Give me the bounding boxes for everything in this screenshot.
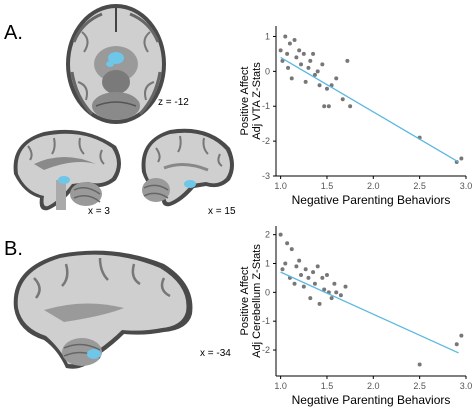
data-point (454, 342, 459, 347)
data-point (312, 281, 317, 286)
data-point (306, 65, 311, 70)
data-point (301, 284, 306, 289)
data-point (286, 65, 291, 70)
data-point (340, 97, 345, 102)
data-point (459, 156, 464, 161)
data-point (322, 104, 327, 109)
x-tick-label: 2.5 (413, 181, 426, 191)
data-point (324, 86, 329, 91)
sagittal-x15-label: x = 15 (208, 206, 236, 217)
y-axis-label-line2: Adj Cerebellum Z-Stats (251, 244, 263, 358)
y-tick-label: -3 (262, 171, 270, 181)
x-tick-label: 2.0 (367, 181, 380, 191)
data-point (348, 104, 353, 109)
sagittal-brain-slice-x3 (13, 129, 121, 211)
data-point (303, 267, 308, 272)
data-point (334, 76, 339, 81)
data-point (285, 51, 290, 56)
sagittal-x3-label: x = 3 (88, 206, 110, 217)
data-point (320, 62, 325, 67)
data-point (297, 258, 302, 263)
vta-activation-blob (108, 52, 124, 64)
data-point (285, 241, 290, 246)
x-axis-label: Negative Parenting Behaviors (292, 393, 451, 407)
x-tick-label: 1.0 (274, 181, 287, 191)
sagittal-x-34-label: x = -34 (200, 348, 231, 359)
data-point (343, 284, 348, 289)
x-tick-label: 1.5 (321, 181, 334, 191)
data-point (280, 58, 285, 63)
data-point (292, 37, 297, 42)
axial-brain-slice (66, 4, 166, 124)
data-point (332, 281, 337, 286)
data-point (338, 293, 343, 298)
data-point (294, 264, 299, 269)
y-tick-label: -2 (262, 136, 270, 146)
x-tick-label: 2.5 (413, 381, 426, 391)
data-point (287, 41, 292, 46)
data-point (322, 287, 327, 292)
data-point (289, 76, 294, 81)
x-tick-label: 1.0 (274, 381, 287, 391)
data-point (278, 232, 283, 237)
y-tick-label: -1 (262, 101, 270, 111)
data-point (299, 62, 304, 67)
axial-slice-label: z = -12 (158, 97, 189, 108)
data-point (294, 55, 299, 60)
y-tick-label: 0 (265, 66, 270, 76)
data-point (320, 275, 325, 280)
x-tick-label: 3.0 (460, 381, 473, 391)
panel-a-letter: A. (4, 22, 23, 44)
data-point (315, 264, 320, 269)
data-point (329, 296, 334, 301)
y-axis-label-line2: Adj VTA Z-Stats (251, 62, 263, 140)
data-point (280, 267, 285, 272)
y-axis-label-line1: Positive Affect (240, 267, 251, 336)
data-point (303, 79, 308, 84)
data-point (312, 72, 317, 77)
data-point (301, 51, 306, 56)
data-point (299, 273, 304, 278)
data-point (278, 48, 283, 53)
data-point (292, 281, 297, 286)
data-point (326, 104, 331, 109)
data-point (306, 275, 311, 280)
cerebellum-activation-blob (87, 349, 101, 359)
data-point (345, 58, 350, 63)
data-point (417, 362, 422, 367)
x-tick-label: 2.0 (367, 381, 380, 391)
data-point (334, 290, 339, 295)
y-tick-label: 0 (265, 287, 270, 297)
y-tick-label: 1 (265, 31, 270, 41)
data-point (297, 48, 302, 53)
data-point (317, 83, 322, 88)
x-tick-label: 1.5 (321, 381, 334, 391)
y-axis-label-line1: Positive Affect (240, 67, 251, 136)
data-point (308, 58, 313, 63)
chart-a-vta: 1.0 1.5 2.0 2.5 3.0 1 0 -1 -2 -3 Negative Parentin… (240, 26, 473, 207)
data-point (317, 301, 322, 306)
x-axis-label: Negative Parenting Behaviors (292, 193, 451, 207)
data-point (311, 270, 316, 275)
regression-line (280, 271, 459, 354)
chart-b-cerebellum: 1.0 1.5 2.0 2.5 3.0 2 1 0 -1 -2 Negative Parenting… (240, 226, 473, 407)
data-point (283, 34, 288, 39)
sagittal-brain-slice-x-34 (13, 250, 193, 369)
data-point (283, 261, 288, 266)
regression-line (280, 56, 459, 163)
data-point (308, 296, 313, 301)
data-point (315, 69, 320, 74)
y-tick-label: -1 (262, 316, 270, 326)
x-tick-label: 3.0 (460, 181, 473, 191)
y-tick-label: 2 (265, 230, 270, 240)
data-point (289, 247, 294, 252)
data-point (311, 51, 316, 56)
data-point (459, 333, 464, 338)
sagittal-brain-slice-x15 (141, 128, 234, 207)
panel-b-letter: B. (4, 238, 23, 260)
y-tick-label: 1 (265, 259, 270, 269)
y-tick-label: -2 (262, 345, 270, 355)
data-point (324, 273, 329, 278)
